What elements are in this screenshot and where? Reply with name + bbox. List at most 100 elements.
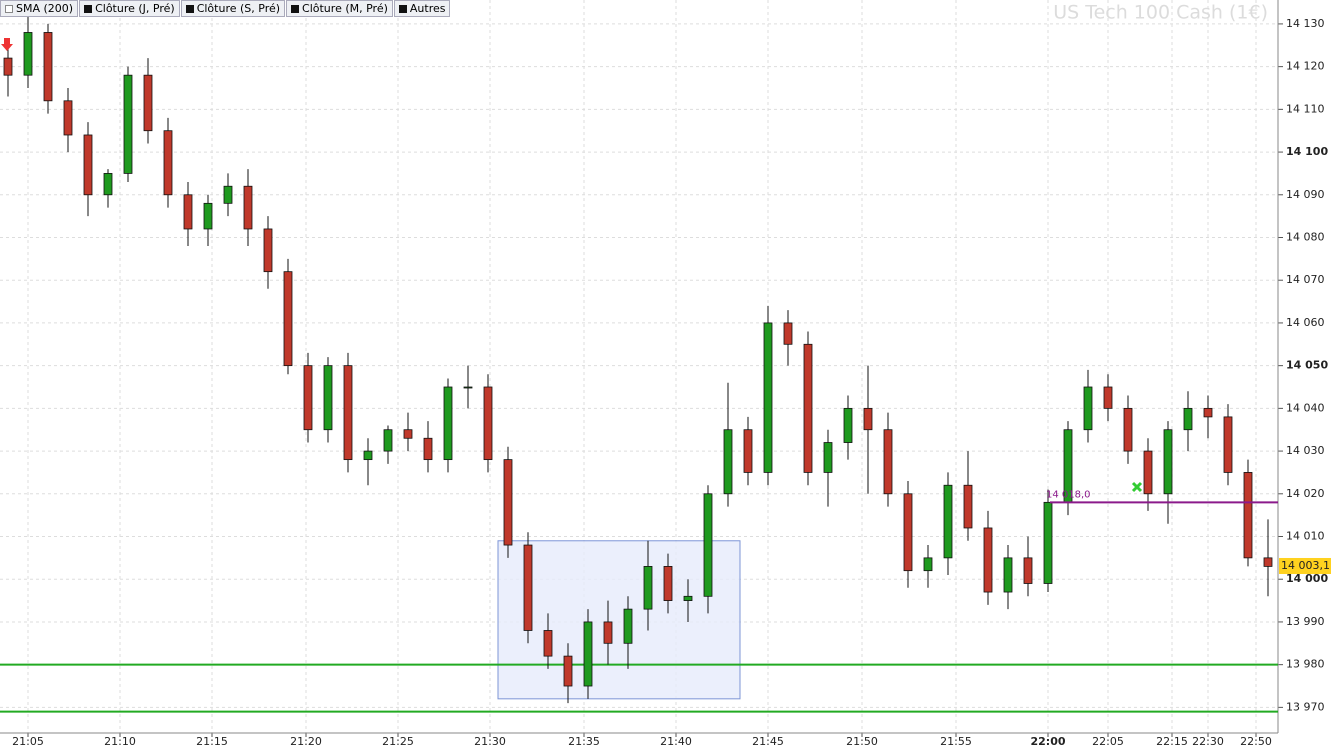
candle-body [723,429,733,495]
candle-body [1203,407,1213,418]
candle-body [643,566,653,610]
x-tick-label: 22:50 [1240,735,1272,748]
zone [497,540,741,700]
x-tick-label: 21:55 [940,735,972,748]
toolbar-button[interactable]: SMA (200) [0,0,79,17]
candle-body [743,429,753,473]
candle-body [783,322,793,345]
candle-body [983,527,993,593]
candle-body [363,450,373,461]
y-tick-label: 14 110 [1286,102,1325,115]
y-tick-label: 14 040 [1286,401,1325,414]
candle-body [323,365,333,431]
candle-body [603,621,613,644]
toolbar-button[interactable]: Clôture (S, Pré) [180,0,286,17]
candle-body [143,74,153,132]
y-tick-label: 14 000 [1286,572,1328,585]
candle-body [823,442,833,473]
candle-body [703,493,713,597]
candle-body [1023,557,1033,584]
x-tick-label: 21:25 [382,735,414,748]
y-tick-label: 14 010 [1286,530,1325,543]
candle-body [1123,407,1133,452]
candle-body [343,365,353,461]
candle-body [583,621,593,687]
x-tick-label: 21:15 [196,735,228,748]
candle-body [543,630,553,657]
y-tick-label: 14 080 [1286,230,1325,243]
x-tick-label: 22:15 [1156,735,1188,748]
candle-body [1043,501,1053,584]
x-tick-label: 21:20 [290,735,322,748]
candle-body [383,429,393,452]
candle-body [563,655,573,687]
x-tick-label: 21:30 [474,735,506,748]
x-tick-label: 21:40 [660,735,692,748]
candle-body [263,228,273,273]
candle-body [623,608,633,644]
toolbar-button[interactable]: Clôture (M, Pré) [286,0,393,17]
y-tick-label: 14 050 [1286,359,1328,372]
candle-body [523,544,533,631]
candle-body [1083,386,1093,431]
candle-body [243,185,253,230]
y-tick-label: 13 980 [1286,658,1325,671]
candle-body [883,429,893,495]
candle-body [203,202,213,230]
candle-body [3,57,13,76]
toolbar: SMA (200) Clôture (J, Pré) Clôture (S, Pré… [0,0,451,17]
y-tick-label: 14 030 [1286,444,1325,457]
candle-body [663,566,673,601]
candle-body [283,271,293,367]
candle-body [83,134,93,196]
candle-body [63,100,73,136]
y-tick-label: 14 070 [1286,273,1325,286]
y-tick-label: 14 020 [1286,487,1325,500]
candle-body [43,32,53,102]
sell-arrow [1,38,13,51]
candle-body [1143,450,1153,495]
candle-body [1163,429,1173,495]
candle-body [863,407,873,431]
candle-body [1183,407,1193,431]
toolbar-button[interactable]: Clôture (J, Pré) [79,0,180,17]
candle-body [1243,472,1253,559]
x-tick-label: 21:05 [12,735,44,748]
candle-body [183,194,193,230]
candle-body [503,459,513,546]
x-tick-label: 22:05 [1092,735,1124,748]
y-tick-label: 14 060 [1286,316,1325,329]
chart-title: US Tech 100 Cash (1€) [1053,2,1268,24]
y-tick-label: 14 130 [1286,17,1325,30]
y-tick-label: 14 100 [1286,145,1328,158]
last-price-label: 14 003,1 [1281,559,1330,572]
toolbar-button[interactable]: Autres [393,0,451,17]
y-tick-label: 13 970 [1286,700,1325,713]
y-tick-label: 13 990 [1286,615,1325,628]
candle-body [23,32,33,76]
candle-body [803,343,813,473]
x-tick-label: 22:00 [1030,735,1065,748]
candle-body [303,365,313,431]
last-price-box [1279,557,1331,574]
candle-body [123,74,133,174]
order-label: 14 018,0 [1046,489,1091,500]
candle-body [763,322,773,473]
x-tick-label: 22:30 [1192,735,1224,748]
candle-body [423,437,433,461]
candle-body [103,173,113,196]
candle-body [843,407,853,443]
candle-body [1263,557,1273,567]
y-tick-label: 14 090 [1286,188,1325,201]
y-tick-label: 14 120 [1286,60,1325,73]
candle-body [1003,557,1013,593]
x-tick-label: 21:45 [752,735,784,748]
candle-body [963,484,973,529]
x-tick-label: 21:35 [568,735,600,748]
candle-body [163,130,173,196]
candle-body [923,557,933,572]
candle-body [1223,416,1233,473]
